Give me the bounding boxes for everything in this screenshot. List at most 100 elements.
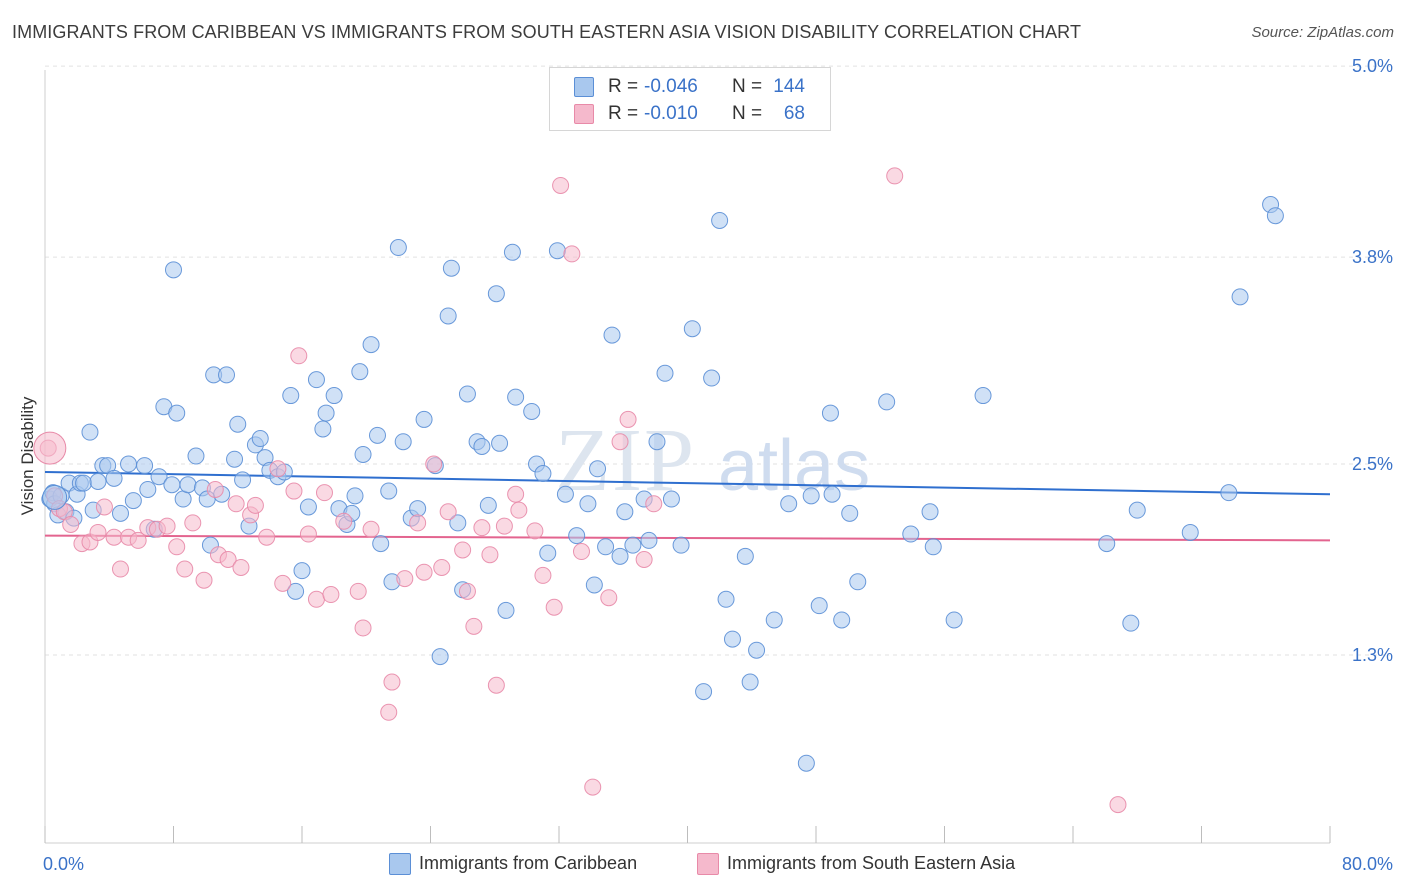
point-se-asia bbox=[552, 176, 570, 194]
point-se-asia bbox=[349, 582, 367, 600]
point-se-asia bbox=[111, 560, 129, 578]
point-caribbean bbox=[218, 366, 236, 384]
point-caribbean bbox=[765, 611, 783, 629]
point-se-asia bbox=[315, 484, 333, 502]
point-caribbean bbox=[497, 601, 515, 619]
point-se-asia bbox=[258, 528, 276, 546]
point-caribbean bbox=[683, 320, 701, 338]
point-caribbean bbox=[105, 469, 123, 487]
point-caribbean bbox=[389, 239, 407, 257]
point-se-asia bbox=[473, 519, 491, 537]
point-caribbean bbox=[902, 525, 920, 543]
point-caribbean bbox=[797, 754, 815, 772]
point-caribbean bbox=[945, 611, 963, 629]
point-caribbean bbox=[662, 490, 680, 508]
point-caribbean bbox=[921, 503, 939, 521]
point-caribbean bbox=[523, 402, 541, 420]
point-caribbean bbox=[640, 531, 658, 549]
point-caribbean bbox=[810, 597, 828, 615]
point-caribbean bbox=[1181, 523, 1199, 541]
point-caribbean bbox=[150, 468, 168, 486]
point-se-asia bbox=[886, 167, 904, 185]
point-se-asia bbox=[227, 495, 245, 513]
point-caribbean bbox=[120, 455, 138, 473]
point-caribbean bbox=[924, 538, 942, 556]
point-caribbean bbox=[534, 465, 552, 483]
point-se-asia bbox=[409, 514, 427, 532]
x-tick-label-min: 0.0% bbox=[43, 854, 84, 874]
legend-n-label: N = bbox=[732, 76, 763, 97]
point-caribbean bbox=[717, 590, 735, 608]
point-caribbean bbox=[656, 364, 674, 382]
point-se-asia bbox=[184, 514, 202, 532]
point-caribbean bbox=[648, 433, 666, 451]
point-caribbean bbox=[442, 259, 460, 277]
y-axis-label: Vision Disability bbox=[18, 396, 37, 515]
point-caribbean bbox=[179, 476, 197, 494]
y-tick-label: 2.5% bbox=[1352, 454, 1393, 474]
point-caribbean bbox=[741, 673, 759, 691]
point-caribbean bbox=[585, 576, 603, 594]
point-caribbean bbox=[314, 420, 332, 438]
x-tick-label-max: 80.0% bbox=[1342, 854, 1393, 874]
point-caribbean bbox=[293, 562, 311, 580]
point-se-asia bbox=[206, 480, 224, 498]
point-caribbean bbox=[75, 474, 93, 492]
bottom-legend-label: Immigrants from Caribbean bbox=[419, 853, 638, 873]
trend-line-caribbean bbox=[44, 470, 1331, 496]
point-caribbean bbox=[234, 471, 252, 489]
point-se-asia bbox=[380, 703, 398, 721]
point-se-asia bbox=[645, 495, 663, 513]
point-caribbean bbox=[849, 573, 867, 591]
tick-labels: 1.3% 2.5% 3.8% 5.0% 0.0% 80.0% bbox=[43, 56, 1393, 874]
point-caribbean bbox=[307, 371, 325, 389]
point-se-asia bbox=[458, 582, 476, 600]
bottom-legend-swatch-caribbean bbox=[389, 853, 411, 875]
y-tick-label: 3.8% bbox=[1352, 247, 1393, 267]
point-caribbean bbox=[251, 430, 269, 448]
point-caribbean bbox=[165, 261, 182, 279]
correlation-legend: R = -0.046 N = 144 R = -0.010 N = 68 bbox=[549, 67, 831, 131]
point-se-asia bbox=[195, 571, 213, 589]
point-caribbean bbox=[380, 482, 398, 500]
y-tick-label: 5.0% bbox=[1352, 56, 1393, 76]
point-caribbean bbox=[823, 485, 841, 503]
source-note: Source: ZipAtlas.com bbox=[1251, 24, 1394, 41]
data-points bbox=[33, 167, 1284, 814]
point-caribbean bbox=[163, 476, 181, 494]
legend-n-value: 144 bbox=[773, 76, 805, 97]
legend-swatch-se-asia bbox=[574, 104, 594, 124]
point-caribbean bbox=[611, 547, 629, 565]
point-caribbean bbox=[1128, 501, 1146, 519]
watermark: ZIP atlas bbox=[555, 411, 870, 510]
point-se-asia bbox=[439, 503, 457, 521]
point-caribbean bbox=[362, 336, 380, 354]
point-caribbean bbox=[1122, 614, 1140, 632]
point-caribbean bbox=[589, 460, 607, 478]
point-se-asia bbox=[572, 543, 590, 561]
point-caribbean bbox=[372, 535, 390, 553]
point-caribbean bbox=[548, 242, 566, 260]
bottom-legend-swatch-se-asia bbox=[697, 853, 719, 875]
point-caribbean bbox=[695, 683, 713, 701]
point-caribbean bbox=[226, 450, 244, 468]
point-se-asia bbox=[307, 590, 325, 608]
point-se-asia bbox=[635, 551, 653, 568]
point-se-asia bbox=[299, 525, 317, 543]
point-caribbean bbox=[354, 445, 372, 463]
bottom-legend-label: Immigrants from South Eastern Asia bbox=[727, 853, 1016, 873]
point-se-asia bbox=[1109, 796, 1127, 814]
point-se-asia bbox=[33, 431, 67, 465]
point-se-asia bbox=[611, 433, 629, 451]
point-caribbean bbox=[187, 447, 205, 465]
point-caribbean bbox=[711, 211, 729, 229]
y-tick-label: 1.3% bbox=[1352, 645, 1393, 665]
point-caribbean bbox=[368, 426, 386, 444]
point-caribbean bbox=[841, 504, 859, 522]
point-se-asia bbox=[219, 551, 237, 568]
point-caribbean bbox=[821, 404, 839, 422]
point-se-asia bbox=[481, 546, 499, 564]
point-caribbean bbox=[299, 498, 317, 516]
point-caribbean bbox=[507, 388, 525, 406]
point-caribbean bbox=[415, 410, 433, 428]
